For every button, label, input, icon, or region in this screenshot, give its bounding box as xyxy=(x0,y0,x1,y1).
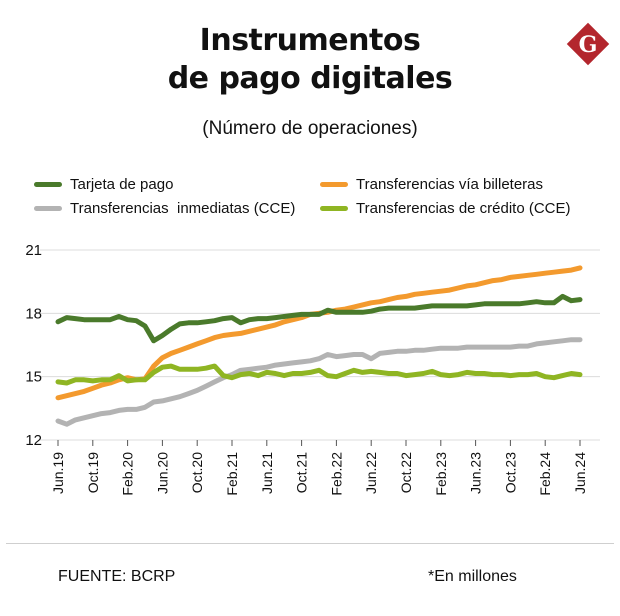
x-tick-label: Jun.22 xyxy=(363,452,379,494)
brand-logo-icon: G xyxy=(566,22,610,66)
y-tick-label: 18 xyxy=(25,305,42,322)
x-tick-label: Oct.19 xyxy=(85,452,101,493)
series-lines xyxy=(55,265,583,427)
source-label: FUENTE: BCRP xyxy=(58,568,176,585)
x-tick-label: Jun.23 xyxy=(468,452,484,494)
units-note: *En millones xyxy=(428,568,517,585)
legend-swatch-inmediatas xyxy=(34,206,62,211)
x-tick-label: Feb.24 xyxy=(537,452,553,496)
x-tick-label: Oct.20 xyxy=(189,452,205,493)
legend-label-billeteras: Transferencias vía billeteras xyxy=(356,176,544,193)
y-tick-label: 12 xyxy=(25,432,42,449)
legend-label-credito: Transferencias de crédito (CCE) xyxy=(356,200,571,217)
line-chart: 12 15 18 21 Jun.19 Oct.19 Feb.20 Jun.20 Oct.20 F… xyxy=(25,242,600,496)
series-line-0 xyxy=(55,293,583,344)
x-tick-label: Jun.21 xyxy=(259,452,275,494)
x-tick-label: Oct.21 xyxy=(294,452,310,493)
title-line-2: de pago digitales xyxy=(167,61,453,96)
title-line-1: Instrumentos xyxy=(199,23,421,58)
chart-title: Instrumentos de pago digitales xyxy=(0,22,620,98)
chart-subtitle: (Número de operaciones) xyxy=(202,118,418,139)
x-tick-label: Feb.21 xyxy=(224,452,240,496)
x-tick-label: Feb.23 xyxy=(433,452,449,496)
x-tick-label: Feb.22 xyxy=(328,452,344,496)
legend-item-tarjeta: Tarjeta de pago xyxy=(34,176,173,193)
legend-swatch-tarjeta xyxy=(34,182,62,187)
logo-letter: G xyxy=(579,32,598,58)
legend-item-credito: Transferencias de crédito (CCE) xyxy=(320,200,571,217)
x-tick-label: Feb.20 xyxy=(120,452,136,496)
legend-label-tarjeta: Tarjeta de pago xyxy=(70,176,174,193)
x-tick-label: Jun.20 xyxy=(154,452,170,494)
legend-swatch-billeteras xyxy=(320,182,348,187)
legend-swatch-credito xyxy=(320,206,348,211)
legend-item-inmediatas: Transferencias inmediatas (CCE) xyxy=(34,200,295,217)
y-tick-label: 15 xyxy=(25,369,42,386)
y-tick-label: 21 xyxy=(25,242,42,259)
x-tick-label: Jun.24 xyxy=(572,452,588,494)
x-tick-label: Oct.23 xyxy=(502,452,518,493)
legend-label-inmediatas: Transferencias inmediatas (CCE) xyxy=(70,200,296,217)
legend-item-billeteras: Transferencias vía billeteras xyxy=(320,176,543,193)
series-line-2 xyxy=(55,337,583,427)
chart-legend: Tarjeta de pago Transferencias vía bille… xyxy=(34,176,614,224)
x-tick-label: Oct.22 xyxy=(398,452,414,493)
x-axis-ticks: Jun.19 Oct.19 Feb.20 Jun.20 Oct.20 Feb.21 Jun.… xyxy=(50,440,588,496)
series-line-3 xyxy=(55,363,583,386)
y-axis-ticks: 12 15 18 21 xyxy=(25,242,42,449)
footer-divider xyxy=(6,543,614,544)
x-tick-label: Jun.19 xyxy=(50,452,66,494)
